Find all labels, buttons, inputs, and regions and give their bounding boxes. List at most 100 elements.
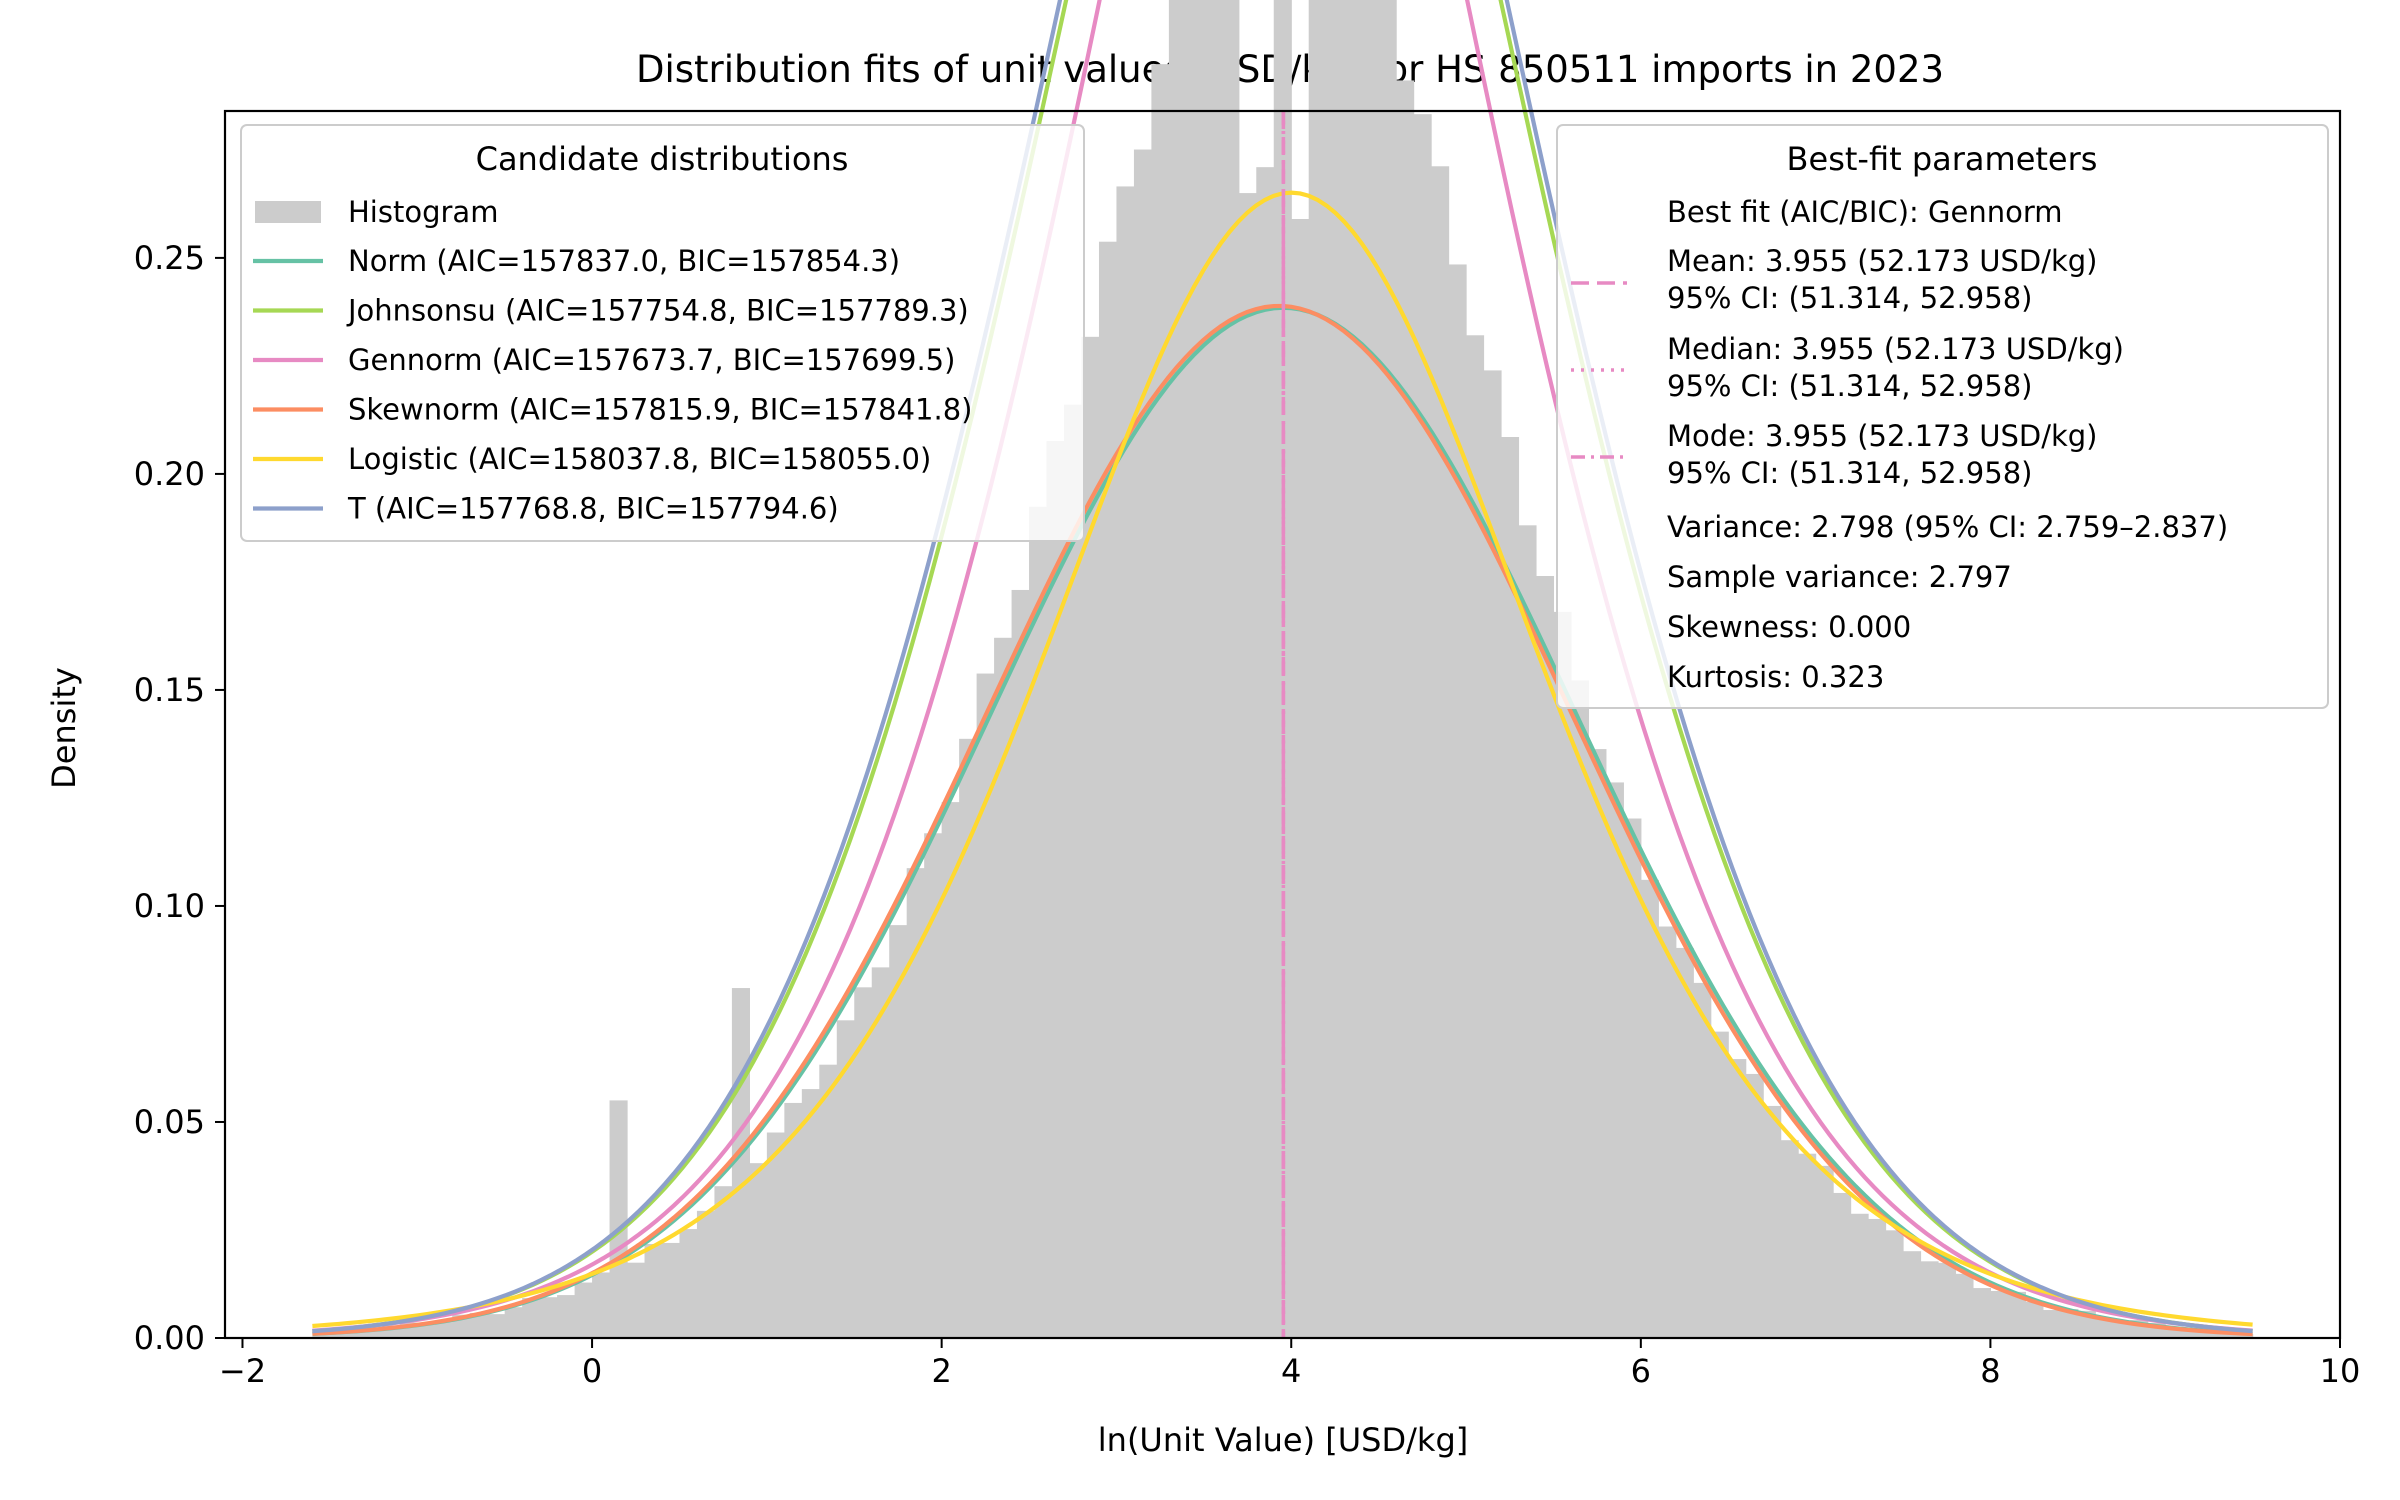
histogram-bar (906, 868, 925, 1338)
histogram-bar (2165, 1328, 2184, 1338)
histogram-bar (1378, 0, 1397, 1339)
histogram-bar (1518, 525, 1537, 1338)
histogram-bar (2060, 1309, 2079, 1338)
histogram-bar (1064, 404, 1083, 1338)
x-tick-label: 2 (931, 1352, 951, 1390)
histogram-bar (1972, 1288, 1992, 1338)
kurtosis-text: Kurtosis: 0.323 (1667, 660, 1884, 694)
mean-text: Mean: 3.955 (52.173 USD/kg) (1667, 244, 2098, 278)
histogram-bar (766, 1132, 785, 1338)
histogram-bar (1937, 1262, 1957, 1338)
histogram-bar (2235, 1333, 2254, 1338)
histogram-bar (1186, 0, 1205, 1338)
histogram-bar (784, 1102, 803, 1338)
histogram-bar (1640, 879, 1659, 1338)
histogram-bar (539, 1297, 558, 1338)
histogram-bar (836, 1020, 855, 1338)
histogram-bar (592, 1272, 611, 1338)
histogram-bar (417, 1324, 436, 1338)
histogram-bar (1291, 219, 1310, 1339)
histogram-bar (644, 1243, 663, 1338)
histogram-bar (1710, 1031, 1729, 1338)
histogram-bar (1553, 611, 1572, 1338)
histogram-bar (1238, 193, 1257, 1339)
histogram-bar (1256, 167, 1275, 1338)
mode-ci-text: 95% CI: (51.314, 52.958) (1667, 456, 2032, 490)
histogram-bar (1868, 1218, 1887, 1338)
histogram-bar (1151, 64, 1170, 1338)
histogram-bar (1815, 1165, 1834, 1338)
x-tick-label: −2 (219, 1352, 266, 1390)
histogram-bar (364, 1330, 383, 1338)
histogram-bar (1903, 1251, 1922, 1338)
histogram-bar (2095, 1319, 2114, 1338)
mode-text: Mode: 3.955 (52.173 USD/kg) (1667, 419, 2098, 453)
histogram-bar (1588, 749, 1607, 1338)
y-axis-label: Density (45, 667, 83, 789)
histogram-bar (434, 1322, 453, 1338)
histogram-bar (871, 967, 890, 1338)
histogram-bar (1483, 370, 1502, 1338)
histogram-bar (1833, 1192, 1852, 1338)
histogram-bar (1098, 241, 1118, 1338)
histogram-bar (557, 1295, 576, 1338)
histogram-bar (976, 673, 995, 1338)
histogram-bar (1046, 441, 1065, 1338)
legend-candidates-title: Candidate distributions (476, 140, 849, 178)
legend-candidates: Candidate distributions Histogram Norm (… (240, 124, 1085, 542)
histogram-bar (347, 1330, 366, 1338)
histogram-bar (1535, 576, 1555, 1338)
y-tick-label: 0.10 (134, 887, 205, 925)
histogram-bar (1990, 1290, 2009, 1338)
legend-best-fit-title: Best-fit parameters (1787, 140, 2098, 178)
histogram-bar (609, 1100, 628, 1338)
histogram-bar (627, 1262, 646, 1338)
histogram-bar (1466, 335, 1485, 1338)
histogram-bar (1605, 782, 1624, 1338)
histogram-bar (1343, 0, 1362, 1338)
y-tick-label: 0.05 (134, 1103, 205, 1141)
histogram-bar (469, 1312, 488, 1338)
legend-label-johnsonsu: Johnsonsu (AIC=157754.8, BIC=157789.3) (346, 294, 969, 328)
x-axis-label: ln(Unit Value) [USD/kg] (1098, 1421, 1468, 1459)
histogram-bar (1658, 926, 1677, 1338)
histogram-bar (1221, 0, 1240, 1339)
legend-best-fit: Best-fit parameters Best fit (AIC/BIC): … (1556, 124, 2329, 709)
histogram-bar (959, 738, 978, 1338)
histogram-bar (2182, 1328, 2201, 1338)
x-tick-label: 0 (582, 1352, 602, 1390)
legend-label-logistic: Logistic (AIC=158037.8, BIC=158055.0) (348, 442, 931, 476)
best-fit-name: Best fit (AIC/BIC): Gennorm (1667, 195, 2063, 229)
plot-frame (223, 109, 2342, 1340)
curve-johnsonsu (312, 0, 2253, 1334)
histogram-bar (504, 1307, 523, 1338)
histogram-bar (1431, 166, 1450, 1339)
histogram-bar (1448, 264, 1467, 1338)
histogram-bar (1413, 114, 1432, 1339)
legend-candidates-box (240, 124, 1085, 542)
histogram (312, 0, 2254, 1339)
median-ci-text: 95% CI: (51.314, 52.958) (1667, 369, 2032, 403)
histogram-bar (696, 1210, 716, 1338)
variance-text: Variance: 2.798 (95% CI: 2.759–2.837) (1667, 510, 2228, 544)
histogram-bar (1850, 1213, 1869, 1338)
histogram-bar (1396, 80, 1415, 1338)
histogram-bar (1308, 0, 1327, 1339)
x-tick-label: 10 (2320, 1352, 2361, 1390)
histogram-bar (1675, 947, 1694, 1338)
histogram-bar (1570, 680, 1589, 1338)
histogram-bar (1955, 1273, 1974, 1338)
histogram-bar (941, 802, 960, 1338)
legend-label-norm: Norm (AIC=157837.0, BIC=157854.3) (348, 244, 900, 278)
histogram-bar (522, 1298, 541, 1338)
histogram-bar (661, 1242, 681, 1338)
histogram-bar (1623, 818, 1642, 1338)
histogram-bar (487, 1314, 506, 1338)
histogram-bar (1920, 1261, 1939, 1338)
sample-variance-text: Sample variance: 2.797 (1667, 560, 2012, 594)
histogram-bar (2007, 1291, 2026, 1338)
legend-label-t: T (AIC=157768.8, BIC=157794.6) (347, 492, 839, 526)
histogram-bar (2025, 1301, 2044, 1338)
histogram-bar (749, 1163, 768, 1338)
